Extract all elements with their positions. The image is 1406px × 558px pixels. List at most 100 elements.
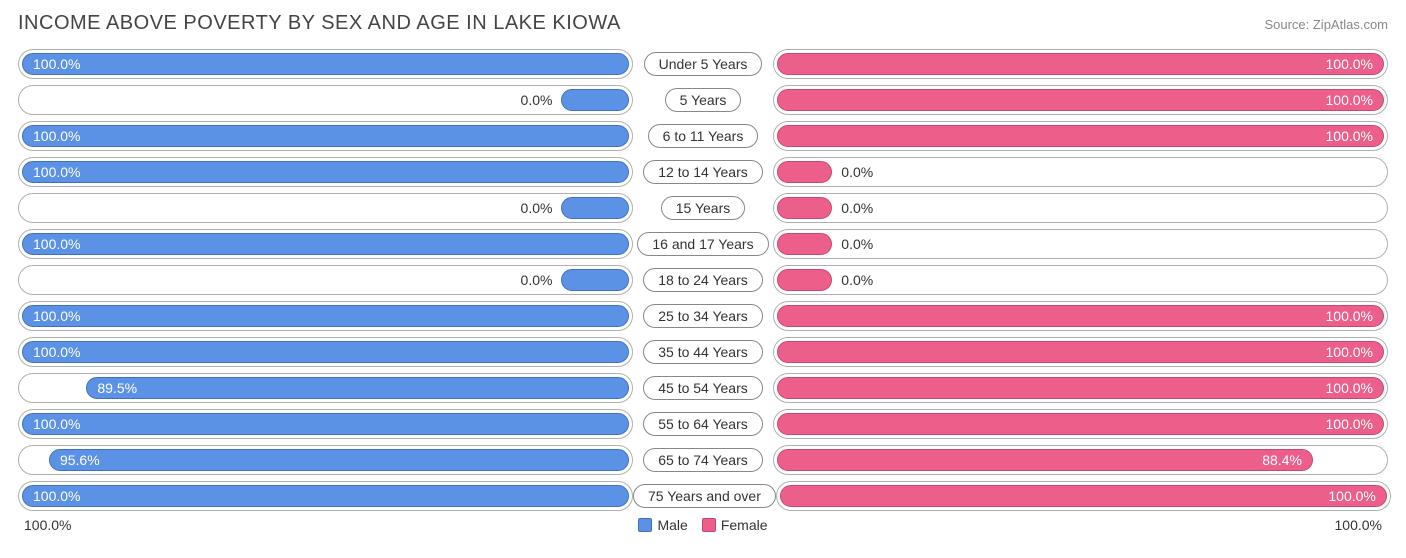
male-track: 100.0% bbox=[18, 157, 633, 187]
male-bar bbox=[22, 305, 629, 327]
female-track: 100.0% bbox=[773, 85, 1388, 115]
chart-row: 89.5%45 to 54 Years100.0% bbox=[18, 373, 1388, 403]
male-track: 100.0% bbox=[18, 121, 633, 151]
female-track: 100.0% bbox=[773, 337, 1388, 367]
age-group-label: 12 to 14 Years bbox=[643, 160, 763, 184]
age-group-label: 35 to 44 Years bbox=[643, 340, 763, 364]
male-track: 0.0% bbox=[18, 265, 633, 295]
male-bar bbox=[561, 89, 629, 111]
age-group-label: 15 Years bbox=[661, 196, 746, 220]
female-value: 100.0% bbox=[1328, 488, 1375, 504]
male-track: 0.0% bbox=[18, 85, 633, 115]
chart-row: 100.0% 55 to 64 Years 100.0% bbox=[18, 409, 1388, 439]
female-bar bbox=[777, 89, 1384, 111]
male-bar bbox=[22, 125, 629, 147]
female-track: 88.4% bbox=[773, 445, 1388, 475]
legend-male-swatch bbox=[638, 518, 652, 532]
chart-title: INCOME ABOVE POVERTY BY SEX AND AGE IN L… bbox=[18, 12, 621, 35]
female-bar bbox=[777, 305, 1384, 327]
male-value: 0.0% bbox=[521, 92, 553, 108]
age-group-label: 65 to 74 Years bbox=[643, 448, 763, 472]
female-track: 100.0% bbox=[773, 121, 1388, 151]
female-bar bbox=[777, 161, 832, 183]
male-track: 100.0% bbox=[18, 481, 633, 511]
source-label: Source: ZipAtlas.com bbox=[1264, 17, 1388, 32]
legend: Male Female bbox=[633, 517, 773, 533]
age-group-label: 45 to 54 Years bbox=[643, 376, 763, 400]
legend-male-label: Male bbox=[657, 517, 687, 533]
female-track: 100.0% bbox=[773, 409, 1388, 439]
female-bar bbox=[777, 377, 1384, 399]
female-value: 0.0% bbox=[841, 200, 873, 216]
chart-row: 95.6% 65 to 74 Years 88.4% bbox=[18, 445, 1388, 475]
chart-row: 100.0% 12 to 14 Years 0.0% bbox=[18, 157, 1388, 187]
female-bar bbox=[777, 269, 832, 291]
female-bar bbox=[777, 125, 1384, 147]
male-bar bbox=[49, 449, 629, 471]
legend-female-swatch bbox=[702, 518, 716, 532]
male-bar bbox=[22, 53, 629, 75]
female-bar bbox=[777, 449, 1313, 471]
male-bar bbox=[561, 197, 629, 219]
legend-male: Male bbox=[638, 517, 687, 533]
female-value: 0.0% bbox=[841, 164, 873, 180]
male-track: 100.0% bbox=[18, 301, 633, 331]
female-value: 100.0% bbox=[1326, 308, 1373, 324]
male-bar bbox=[86, 377, 629, 399]
female-value: 88.4% bbox=[1262, 452, 1302, 468]
female-bar bbox=[780, 485, 1387, 507]
female-bar bbox=[777, 341, 1384, 363]
female-track: 100.0% bbox=[773, 373, 1388, 403]
male-bar bbox=[22, 341, 629, 363]
female-track: 100.0% bbox=[773, 301, 1388, 331]
male-value: 100.0% bbox=[33, 236, 80, 252]
chart-row: 0.0% 18 to 24 Years 0.0% bbox=[18, 265, 1388, 295]
male-bar bbox=[22, 161, 629, 183]
male-value: 100.0% bbox=[33, 164, 80, 180]
male-value: 100.0% bbox=[33, 128, 80, 144]
male-value: 100.0% bbox=[33, 308, 80, 324]
female-bar bbox=[777, 53, 1384, 75]
female-value: 100.0% bbox=[1326, 416, 1373, 432]
male-bar bbox=[22, 485, 629, 507]
male-track: 100.0% bbox=[18, 229, 633, 259]
chart-row: 100.0%Under 5 Years100.0% bbox=[18, 49, 1388, 79]
male-track: 0.0% bbox=[18, 193, 633, 223]
male-value: 100.0% bbox=[33, 416, 80, 432]
legend-female-label: Female bbox=[721, 517, 768, 533]
age-group-label: 55 to 64 Years bbox=[643, 412, 763, 436]
male-track: 95.6% bbox=[18, 445, 633, 475]
female-track: 0.0% bbox=[773, 193, 1388, 223]
chart-row: 100.0% 35 to 44 Years 100.0% bbox=[18, 337, 1388, 367]
male-track: 100.0% bbox=[18, 337, 633, 367]
age-group-label: 5 Years bbox=[665, 88, 742, 112]
age-group-label: 75 Years and over bbox=[633, 484, 776, 508]
male-bar bbox=[22, 233, 629, 255]
female-value: 100.0% bbox=[1326, 56, 1373, 72]
age-group-label: 18 to 24 Years bbox=[643, 268, 763, 292]
age-group-label: 6 to 11 Years bbox=[648, 124, 759, 148]
x-axis-right-max: 100.0% bbox=[773, 517, 1388, 533]
male-value: 100.0% bbox=[33, 488, 80, 504]
diverging-bar-chart: 100.0%Under 5 Years100.0% 0.0% 5 Years 100.… bbox=[18, 49, 1388, 511]
age-group-label: 25 to 34 Years bbox=[643, 304, 763, 328]
female-track: 0.0% bbox=[773, 265, 1388, 295]
female-bar bbox=[777, 233, 832, 255]
female-value: 100.0% bbox=[1326, 128, 1373, 144]
chart-row: 100.0% 6 to 11 Years 100.0% bbox=[18, 121, 1388, 151]
female-track: 100.0% bbox=[773, 49, 1388, 79]
female-value: 0.0% bbox=[841, 236, 873, 252]
female-value: 0.0% bbox=[841, 272, 873, 288]
male-bar bbox=[22, 413, 629, 435]
female-track: 0.0% bbox=[773, 229, 1388, 259]
female-track: 0.0% bbox=[773, 157, 1388, 187]
legend-female: Female bbox=[702, 517, 768, 533]
female-bar bbox=[777, 197, 832, 219]
male-value: 95.6% bbox=[60, 452, 100, 468]
female-value: 100.0% bbox=[1326, 344, 1373, 360]
chart-row: 0.0% 15 Years 0.0% bbox=[18, 193, 1388, 223]
male-value: 100.0% bbox=[33, 344, 80, 360]
female-value: 100.0% bbox=[1326, 92, 1373, 108]
chart-row: 0.0% 5 Years 100.0% bbox=[18, 85, 1388, 115]
male-value: 0.0% bbox=[521, 272, 553, 288]
